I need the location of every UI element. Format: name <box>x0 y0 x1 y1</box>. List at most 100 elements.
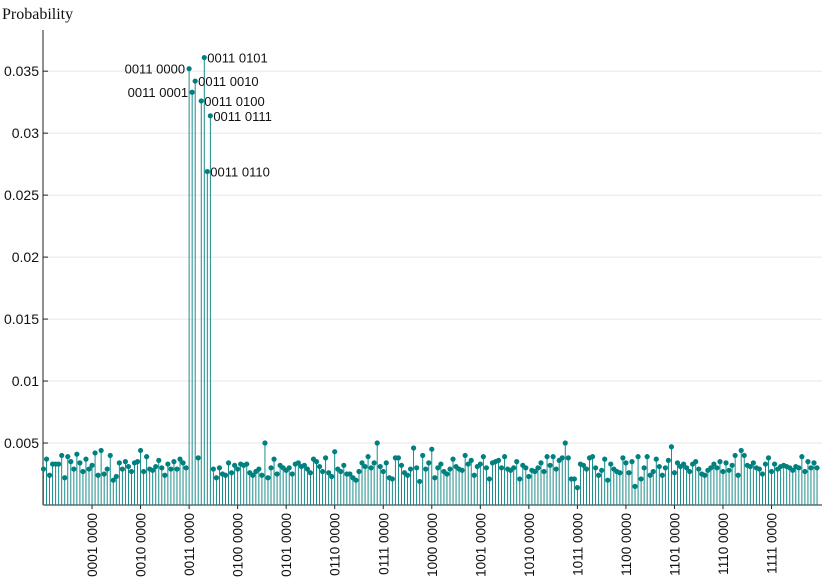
stem-marker <box>353 477 359 483</box>
stem-marker <box>77 460 83 466</box>
stem-marker <box>180 460 186 466</box>
stem-marker <box>150 467 156 473</box>
stem-marker <box>693 459 699 465</box>
y-tick-label: 0.03 <box>12 125 39 141</box>
y-tick-label: 0.035 <box>4 63 39 79</box>
peak-label: 0011 0000 <box>125 62 186 77</box>
stem-marker <box>95 472 101 478</box>
x-tick-label: 1100 0000 <box>619 513 634 576</box>
y-tick-label: 0.02 <box>12 249 39 265</box>
stem-marker <box>368 465 374 471</box>
stem-marker <box>341 462 347 468</box>
stem-marker <box>113 473 119 480</box>
stem-marker <box>319 468 326 475</box>
stem-marker <box>104 466 110 472</box>
stem-marker <box>232 462 238 468</box>
stem-marker <box>144 454 150 460</box>
stem-marker <box>307 470 314 476</box>
stem-marker <box>768 468 775 475</box>
stem-marker <box>635 454 641 460</box>
x-tick-label: 0001 0000 <box>85 513 100 577</box>
stem-marker <box>665 457 672 463</box>
stem-marker <box>371 460 377 466</box>
stem-marker <box>538 460 544 466</box>
y-tick-label: 0.005 <box>4 435 39 451</box>
stem-marker <box>420 452 426 459</box>
stem-marker <box>674 460 681 466</box>
stem-marker <box>210 466 216 472</box>
stem-marker <box>771 461 778 467</box>
stem-marker <box>174 466 180 472</box>
x-tick-label: 1000 0000 <box>425 513 440 577</box>
stem-marker <box>802 468 808 475</box>
stem-marker <box>796 465 802 471</box>
stem-marker <box>222 472 229 478</box>
stem-marker <box>359 460 365 466</box>
stem-marker <box>626 470 632 476</box>
stem-marker <box>92 450 98 456</box>
stem-marker <box>620 455 626 461</box>
stems <box>43 57 818 505</box>
stem-marker <box>326 470 332 476</box>
stem-marker <box>468 457 474 463</box>
peak-label: 0011 0111 <box>213 109 272 124</box>
stem-marker <box>696 466 702 472</box>
stem-marker <box>762 461 769 467</box>
stem-marker <box>562 440 568 446</box>
stem-marker <box>680 461 687 467</box>
stem-marker <box>647 472 653 478</box>
stem-marker <box>547 462 553 468</box>
stem-marker <box>159 465 165 471</box>
stem-marker <box>799 454 805 460</box>
stem-marker <box>684 465 690 471</box>
stem-marker <box>483 465 489 471</box>
stem-marker <box>717 459 723 465</box>
stem-marker <box>759 471 766 477</box>
stem-marker <box>532 468 538 475</box>
stem-marker <box>374 440 380 446</box>
stem-marker <box>137 447 144 454</box>
stem-marker <box>71 466 77 472</box>
x-tick-label: 0110 0000 <box>328 513 343 576</box>
stem-marker <box>720 468 726 475</box>
stem-marker <box>183 465 189 471</box>
stem-marker <box>750 460 756 466</box>
stem-marker <box>86 466 92 472</box>
stem-marker <box>338 468 344 475</box>
stem-marker <box>638 476 644 482</box>
stem-marker <box>62 475 68 481</box>
stem-marker <box>56 461 62 467</box>
stem-marker <box>256 466 262 472</box>
stem-marker <box>565 455 571 461</box>
stem-marker <box>204 168 210 175</box>
stem-marker <box>417 478 423 485</box>
stem-marker <box>168 466 174 472</box>
y-tick-label: 0.025 <box>4 187 39 203</box>
stem-marker <box>362 463 368 470</box>
stem-marker <box>228 470 235 476</box>
stem-marker <box>517 476 523 482</box>
stem-marker <box>580 462 587 468</box>
stem-marker <box>435 465 441 471</box>
stem-marker <box>122 459 129 465</box>
stem-marker <box>213 475 220 481</box>
stem-marker <box>462 452 468 459</box>
stem-marker <box>738 447 744 454</box>
x-tick-label: 1101 0000 <box>667 513 682 576</box>
stem-marker <box>134 459 141 465</box>
stem-marker <box>450 456 456 462</box>
x-tick-label: 0010 0000 <box>134 513 149 577</box>
stem-marker <box>274 471 280 477</box>
stem-marker <box>250 472 256 478</box>
stem-marker <box>423 466 429 472</box>
stem-marker <box>265 475 271 481</box>
stem-marker <box>43 456 50 462</box>
stem-marker <box>511 465 517 471</box>
peak-label: 0011 0110 <box>210 165 270 180</box>
stem-marker <box>447 466 453 472</box>
stem-marker <box>514 459 520 465</box>
stem-marker <box>286 465 292 471</box>
stem-marker <box>216 465 223 471</box>
stem-marker <box>765 455 772 461</box>
